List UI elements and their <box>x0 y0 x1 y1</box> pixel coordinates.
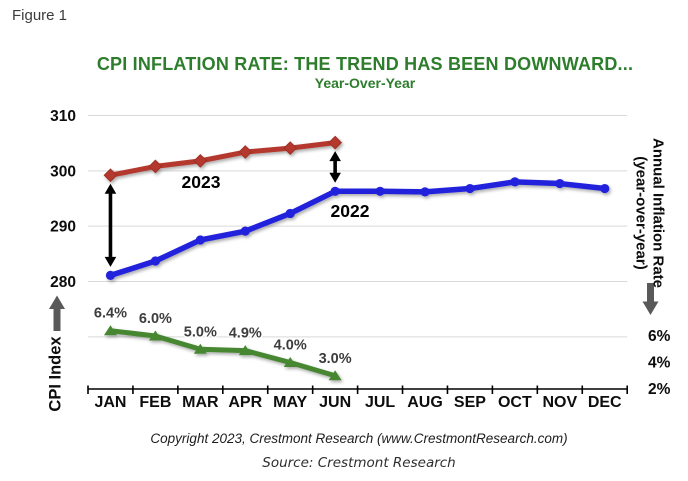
x-tick-label: OCT <box>498 394 532 411</box>
x-tick-label: SEP <box>454 394 486 411</box>
data-point <box>328 370 342 381</box>
left-axis-tick-label: 280 <box>50 274 76 291</box>
inflation-down-arrow-icon <box>642 283 659 315</box>
gap-arrow-jun <box>329 151 341 183</box>
right-axis-title: Annual Inflation Rate (year-over-year) <box>632 138 667 288</box>
data-point <box>105 270 116 281</box>
series-line-annual-inflation-rate <box>107 328 338 379</box>
right-axis-tick-label: 2% <box>648 381 671 398</box>
x-tick-label: FEB <box>139 394 171 411</box>
series-line-2023 <box>107 140 338 178</box>
series-annual-inflation-rate <box>103 325 342 381</box>
left-axis-title: CPI Index <box>46 336 65 412</box>
x-tick-label: APR <box>228 394 262 411</box>
data-point <box>148 330 162 341</box>
series-line-2022 <box>107 179 608 279</box>
series-annotation-2022: 2022 <box>331 201 370 221</box>
inflation-point-label: 6.4% <box>94 306 127 322</box>
x-tick-label: MAY <box>273 394 307 411</box>
inflation-point-label: 3.0% <box>319 351 352 367</box>
data-point <box>555 178 565 189</box>
data-point <box>193 153 208 168</box>
data-point <box>330 186 340 196</box>
data-point <box>148 159 163 174</box>
data-point <box>283 357 297 367</box>
inflation-point-label: 4.9% <box>229 326 262 342</box>
data-point <box>193 343 207 354</box>
chart-subtitle: Year-Over-Year <box>314 75 416 91</box>
data-point <box>150 256 160 266</box>
series-2023 <box>103 135 343 183</box>
left-axis-tick-label: 310 <box>50 108 76 125</box>
data-point <box>465 183 475 194</box>
x-tick-label: NOV <box>542 394 577 411</box>
inflation-point-label: 5.0% <box>184 324 217 340</box>
x-tick-label: JAN <box>94 394 126 411</box>
left-axis-tick-label: 300 <box>50 163 76 180</box>
inflation-point-label: 6.0% <box>139 311 172 327</box>
right-axis-tick-label: 4% <box>648 355 671 372</box>
data-point <box>103 168 118 183</box>
figure-label: Figure 1 <box>12 7 68 24</box>
data-point <box>238 345 252 356</box>
right-axis-tick-label: 6% <box>648 328 671 345</box>
data-point <box>510 177 520 187</box>
x-tick-label: DEC <box>588 394 622 411</box>
cpi-index-up-arrow-icon <box>49 295 65 331</box>
x-tick-label: JUL <box>365 394 395 411</box>
x-tick-label: AUG <box>407 394 443 411</box>
data-point <box>328 135 343 150</box>
series-2022 <box>105 177 610 281</box>
data-point <box>238 145 253 159</box>
left-axis-tick-label: 290 <box>50 219 76 236</box>
chart-title: CPI INFLATION RATE: THE TREND HAS BEEN D… <box>96 54 634 74</box>
data-point <box>103 325 117 336</box>
data-point <box>285 208 295 219</box>
copyright-text: Copyright 2023, Crestmont Research (www.… <box>150 431 568 446</box>
data-point <box>600 183 610 194</box>
inflation-point-label: 4.0% <box>274 338 307 354</box>
source-text: Source: Crestmont Research <box>262 455 456 471</box>
data-point <box>240 226 250 236</box>
right-axis-title-line1: Annual Inflation Rate <box>649 138 667 288</box>
data-point <box>195 235 205 245</box>
x-tick-label: JUN <box>319 394 351 411</box>
data-point <box>420 187 430 197</box>
data-point <box>283 141 298 156</box>
right-axis-title-line2: (year-over-year) <box>632 156 649 270</box>
series-annotation-2023: 2023 <box>182 172 221 192</box>
x-tick-label: MAR <box>182 394 219 411</box>
gap-arrow-jan <box>104 183 117 267</box>
data-point <box>375 186 385 196</box>
